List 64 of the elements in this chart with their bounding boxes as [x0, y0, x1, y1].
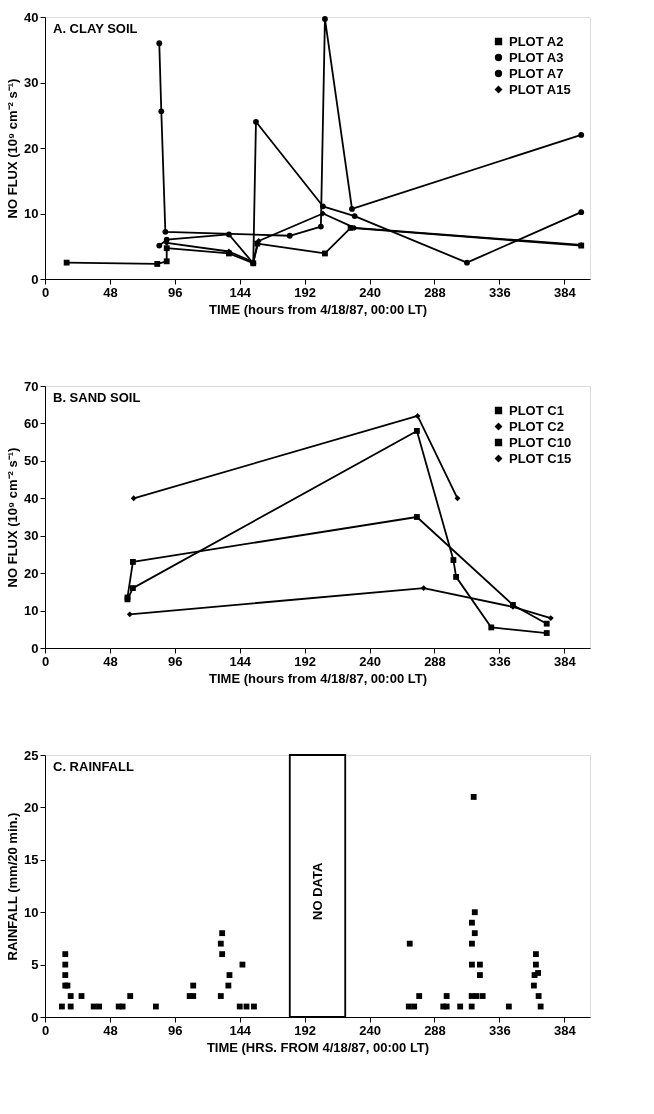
- legend-label: PLOT A7: [509, 65, 564, 81]
- y-tick-label: 20: [24, 565, 39, 581]
- x-tick-label: 288: [424, 284, 446, 300]
- y-tick-label: 0: [31, 271, 39, 287]
- y-tick-label: 10: [24, 603, 39, 619]
- legend-label: PLOT C15: [509, 450, 572, 466]
- x-tick-label: 96: [168, 1022, 183, 1038]
- legend-label: PLOT A2: [509, 33, 564, 49]
- y-tick-label: 60: [24, 415, 39, 431]
- legend-label: PLOT C1: [509, 402, 564, 418]
- y-tick-label: 70: [24, 378, 39, 394]
- y-tick-label: 20: [24, 140, 39, 156]
- x-axis-title: TIME (hours from 4/18/87, 00:00 LT): [209, 670, 427, 686]
- y-tick-label: 10: [24, 206, 39, 221]
- x-tick-label: 192: [294, 284, 316, 300]
- y-axis-title: NO FLUX (10⁹ cm⁻² s⁻¹): [5, 447, 21, 588]
- x-tick-label: 288: [424, 653, 446, 669]
- chart-title: B. SAND SOIL: [53, 390, 141, 405]
- x-tick-label: 192: [294, 653, 316, 669]
- y-tick-label: 15: [24, 852, 39, 868]
- x-tick-label: 48: [103, 1022, 118, 1038]
- y-tick-label: 25: [24, 747, 39, 763]
- x-tick-label: 48: [103, 653, 118, 669]
- x-axis-title: TIME (hours from 4/18/87, 00:00 LT): [209, 301, 427, 317]
- x-tick-label: 0: [41, 284, 50, 300]
- chart-title: A. CLAY SOIL: [53, 21, 138, 36]
- x-tick-label: 384: [553, 653, 577, 669]
- y-tick-label: 5: [31, 957, 39, 973]
- x-tick-label: 288: [424, 1022, 446, 1038]
- legend-label: PLOT C2: [509, 418, 564, 434]
- y-tick-label: 10: [24, 904, 39, 920]
- chart-title: C. RAINFALL: [53, 759, 134, 774]
- y-tick-label: 50: [24, 453, 39, 469]
- x-tick-label: 0: [41, 1022, 50, 1038]
- legend-label: PLOT A3: [509, 49, 564, 65]
- x-tick-label: 48: [103, 284, 118, 300]
- x-tick-label: 96: [168, 284, 183, 300]
- x-tick-label: 336: [489, 1022, 511, 1038]
- x-tick-label: 144: [229, 284, 252, 300]
- band-label: NO DATA: [309, 861, 325, 920]
- y-axis-title: RAINFALL (mm/20 min.): [5, 812, 21, 961]
- x-tick-label: 384: [553, 1022, 577, 1038]
- y-tick-label: 40: [24, 490, 39, 506]
- y-tick-label: 0: [31, 640, 39, 656]
- y-tick-label: 30: [24, 75, 39, 90]
- y-tick-label: 30: [24, 528, 39, 544]
- x-tick-label: 192: [294, 1022, 316, 1038]
- y-tick-label: 20: [24, 799, 39, 815]
- x-tick-label: 336: [489, 284, 511, 300]
- x-tick-label: 144: [229, 653, 252, 669]
- x-tick-label: 96: [168, 653, 183, 669]
- legend-label: PLOT C10: [509, 434, 572, 450]
- x-tick-label: 336: [489, 653, 511, 669]
- x-tick-label: 144: [229, 1022, 252, 1038]
- legend-label: PLOT A15: [509, 81, 571, 97]
- x-tick-label: 240: [359, 1022, 381, 1038]
- x-tick-label: 384: [553, 284, 577, 300]
- x-tick-label: 240: [359, 653, 381, 669]
- x-tick-label: 0: [41, 653, 50, 669]
- y-axis-title: NO FLUX (10⁹ cm⁻² s⁻¹): [5, 78, 21, 219]
- x-axis-title: TIME (HRS. FROM 4/18/87, 00:00 LT): [206, 1039, 430, 1055]
- y-tick-label: 40: [24, 9, 39, 25]
- y-tick-label: 0: [31, 1009, 39, 1025]
- x-tick-label: 240: [359, 284, 381, 300]
